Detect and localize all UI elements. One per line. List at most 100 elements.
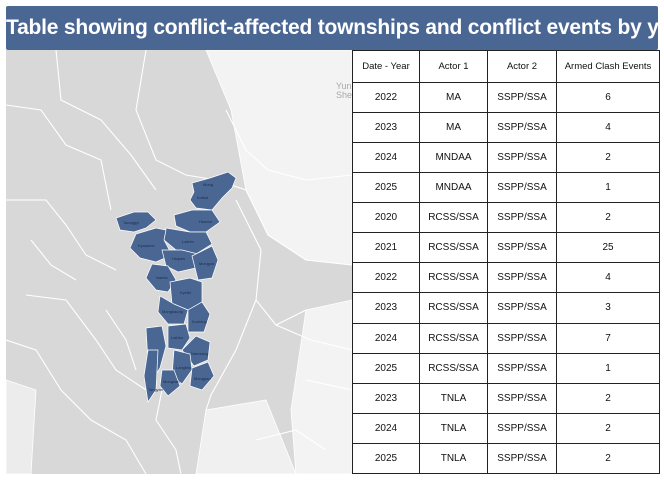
cell-year: 2022	[352, 262, 420, 294]
cell-actor-2: SSPP/SSA	[487, 112, 557, 144]
township-label: Hsenwi	[199, 219, 213, 224]
conflict-affected-townships	[115, 171, 237, 403]
cell-year: 2025	[352, 352, 420, 384]
table-row: 2024 TNLA SSPP/SSA 2	[352, 412, 660, 444]
cell-actor-1: RCSS/SSA	[419, 322, 488, 354]
township-mongpan	[143, 349, 159, 403]
township-label: Hsipaw	[172, 256, 186, 261]
header-actor-1: Actor 1	[419, 50, 488, 83]
cell-actor-2: SSPP/SSA	[487, 382, 557, 414]
cell-events: 3	[556, 292, 660, 324]
cell-events: 2	[556, 142, 660, 174]
cell-year: 2025	[352, 172, 420, 204]
header-armed-clash-events: Armed Clash Events	[556, 50, 660, 83]
township-hsenwi	[173, 209, 221, 233]
header-actor-2: Actor 2	[487, 50, 557, 83]
table-row: 2023 RCSS/SSA SSPP/SSA 3	[352, 292, 660, 324]
cell-year: 2024	[352, 322, 420, 354]
table-row: 2021 RCSS/SSA SSPP/SSA 25	[352, 232, 660, 264]
township-label: Mongyai	[199, 261, 215, 266]
cell-actor-1: RCSS/SSA	[419, 262, 488, 294]
conflict-events-table: Date - Year Actor 1 Actor 2 Armed Clash …	[352, 50, 660, 475]
township-label: Kyaukme	[138, 243, 155, 248]
cell-actor-2: SSPP/SSA	[487, 142, 557, 174]
outside-region-north	[205, 50, 352, 266]
cell-events: 2	[556, 442, 660, 475]
table-row: 2023 MA SSPP/SSA 4	[352, 112, 660, 144]
township-label: Laihka	[171, 335, 183, 340]
cell-year: 2020	[352, 202, 420, 234]
township-lashio	[163, 227, 213, 255]
cell-year: 2022	[352, 81, 420, 114]
township-kunhing	[187, 301, 211, 333]
township-label: Kutkai	[197, 195, 209, 200]
header-date-year: Date - Year	[352, 50, 420, 83]
cell-year: 2024	[352, 412, 420, 444]
township-label: Kunhing	[192, 319, 207, 324]
cell-actor-1: RCSS/SSA	[419, 352, 488, 384]
cell-year: 2021	[352, 232, 420, 264]
cell-actor-1: TNLA	[419, 412, 488, 444]
cell-events: 25	[556, 232, 660, 264]
cell-actor-2: SSPP/SSA	[487, 202, 557, 234]
table-row: 2024 MNDAA SSPP/SSA 2	[352, 142, 660, 174]
cell-events: 2	[556, 412, 660, 444]
title-banner: Table showing conflict-affected township…	[6, 6, 664, 50]
outside-region-east	[290, 299, 352, 474]
table-row: 2025 TNLA SSPP/SSA 2	[352, 442, 660, 475]
township-mongmit-area	[115, 211, 157, 233]
map-canvas	[6, 50, 352, 474]
cell-actor-1: RCSS/SSA	[419, 292, 488, 324]
cell-events: 2	[556, 382, 660, 414]
township-mongyai	[191, 245, 219, 281]
cell-actor-2: SSPP/SSA	[487, 172, 557, 204]
map-panel[interactable]: Yun She Mong Kutkai Hsenwi Lashio Mongya…	[6, 50, 352, 474]
township-label: Mongsan	[163, 379, 180, 384]
township-label: Namtu	[156, 275, 168, 280]
cell-actor-1: TNLA	[419, 442, 488, 475]
cell-events: 4	[556, 112, 660, 144]
table-row: 2025 MNDAA SSPP/SSA 1	[352, 172, 660, 204]
table-row: 2022 RCSS/SSA SSPP/SSA 4	[352, 262, 660, 294]
township-laihka	[167, 323, 191, 351]
cell-actor-1: TNLA	[419, 382, 488, 414]
cell-actor-2: SSPP/SSA	[487, 292, 557, 324]
township-label: Mong	[203, 182, 214, 187]
cell-events: 4	[556, 262, 660, 294]
cell-actor-1: RCSS/SSA	[419, 202, 488, 234]
cell-actor-2: SSPP/SSA	[487, 322, 557, 354]
table-row: 2020 RCSS/SSA SSPP/SSA 2	[352, 202, 660, 234]
cell-actor-1: MA	[419, 81, 488, 114]
township-north	[189, 171, 237, 211]
cell-actor-2: SSPP/SSA	[487, 232, 557, 264]
township-label: Namsang	[191, 351, 209, 356]
cell-events: 1	[556, 172, 660, 204]
cell-events: 6	[556, 81, 660, 114]
township-label: Kyethi	[180, 290, 192, 295]
page-title: Table showing conflict-affected township…	[6, 16, 664, 39]
table-header-row: Date - Year Actor 1 Actor 2 Armed Clash …	[352, 50, 660, 83]
cell-actor-2: SSPP/SSA	[487, 352, 557, 384]
table-row: 2022 MA SSPP/SSA 6	[352, 81, 660, 114]
cell-year: 2023	[352, 292, 420, 324]
cell-year: 2023	[352, 382, 420, 414]
cell-year: 2023	[352, 112, 420, 144]
cell-actor-1: MNDAA	[419, 172, 488, 204]
cell-actor-1: MNDAA	[419, 142, 488, 174]
cell-year: 2025	[352, 442, 420, 475]
outside-region-south	[195, 399, 297, 474]
cell-actor-2: SSPP/SSA	[487, 442, 557, 475]
cell-actor-1: MA	[419, 112, 488, 144]
cell-events: 7	[556, 322, 660, 354]
cell-events: 2	[556, 202, 660, 234]
township-label: Taunggyi	[123, 220, 140, 225]
township-label: Langkho	[176, 365, 192, 370]
township-namtu	[145, 263, 177, 293]
cell-actor-2: SSPP/SSA	[487, 412, 557, 444]
township-label: Lashio	[182, 239, 194, 244]
cell-actor-1: RCSS/SSA	[419, 232, 488, 264]
table-row: 2023 TNLA SSPP/SSA 2	[352, 382, 660, 414]
township-south	[159, 369, 181, 397]
outside-region-southwest	[6, 379, 37, 474]
township-label: Mongpan	[194, 376, 211, 381]
